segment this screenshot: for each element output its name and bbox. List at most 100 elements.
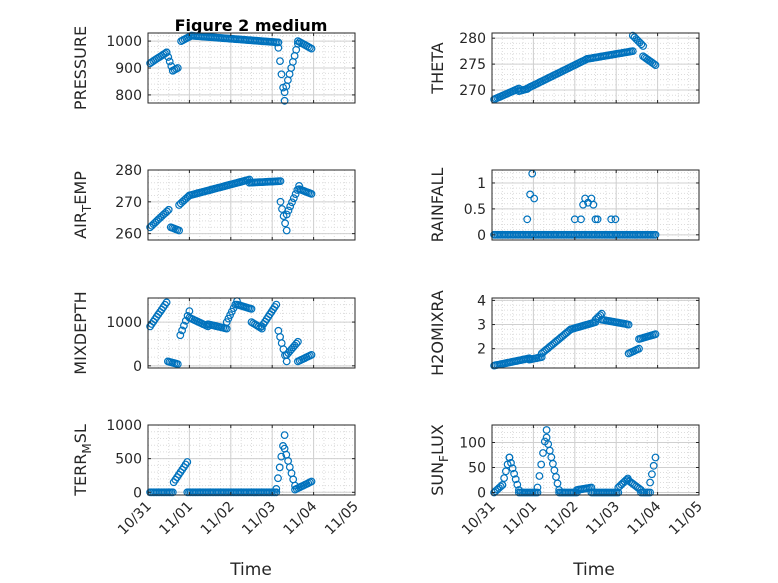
- data-point: [513, 480, 522, 489]
- data-point: [173, 360, 182, 369]
- subplot-sun-flux: 0 50 100 10/31 11/01 11/02 11/03 11/04 11/05 SUNF…: [428, 424, 706, 538]
- x-tick-label: 11/02: [542, 499, 582, 539]
- y-axis-label-terr-msl: TERRMSL: [71, 424, 94, 497]
- subplot-terr-msl: 0 500 1000 10/31 11/01 11/02 11/03 11/04 11/05 TE…: [71, 418, 362, 538]
- data-point: [537, 353, 546, 362]
- data-point: [176, 331, 185, 340]
- data-point: [274, 43, 283, 52]
- x-tick-label: 11/03: [239, 499, 279, 539]
- data-point: [276, 197, 285, 206]
- data-point: [276, 57, 284, 65]
- data-point: [649, 461, 658, 470]
- data-point: [274, 38, 283, 47]
- data-point: [500, 474, 509, 483]
- y-tick-label: 1: [477, 176, 486, 192]
- data-point: [498, 481, 507, 489]
- data-markers-h2omixra: [490, 309, 660, 370]
- y-tick-label: 280: [459, 31, 486, 47]
- y-axis-label-rainfall: RAINFALL: [428, 168, 447, 243]
- data-point: [307, 189, 316, 198]
- axes-box-terr-msl: [147, 424, 356, 496]
- y-tick-label: 900: [115, 61, 142, 77]
- data-point: [307, 44, 316, 53]
- data-point: [502, 467, 510, 476]
- data-point: [646, 488, 654, 497]
- plot-area-sun-flux: [492, 425, 699, 495]
- y-tick-label: 270: [459, 83, 486, 99]
- data-point: [276, 177, 285, 186]
- data-point: [247, 305, 256, 313]
- x-tick-label: 10/31: [115, 499, 155, 539]
- data-point: [530, 194, 539, 203]
- data-point: [294, 337, 302, 346]
- data-point: [163, 207, 171, 216]
- data-point: [258, 324, 266, 333]
- data-point: [307, 351, 316, 359]
- y-tick-label: 0: [477, 228, 486, 244]
- data-point: [277, 452, 286, 461]
- data-point: [173, 64, 182, 72]
- y-tick-label: 1000: [106, 34, 142, 50]
- data-point: [593, 215, 602, 224]
- x-tick-label: 10/31: [459, 499, 499, 539]
- figure-title: Figure 2 medium: [175, 16, 328, 35]
- data-markers-rainfall: [490, 169, 660, 239]
- x-tick-label: 11/05: [666, 499, 706, 539]
- y-axis-label-sun-flux: SUNFLUX: [428, 424, 451, 496]
- y-axis-label-h2omixra: H2OMIXRA: [428, 290, 447, 376]
- y-tick-label: 275: [459, 57, 486, 73]
- y-tick-label: 3: [477, 318, 486, 334]
- data-point: [289, 194, 298, 203]
- data-point: [539, 449, 547, 457]
- data-point: [526, 190, 534, 199]
- data-point: [591, 215, 600, 224]
- y-tick-label: 2: [477, 342, 486, 358]
- x-tick-label: 11/01: [156, 499, 196, 539]
- data-point: [611, 215, 620, 224]
- data-point: [165, 57, 174, 66]
- data-point: [507, 459, 515, 467]
- data-point: [168, 488, 177, 497]
- y-tick-label: 280: [115, 163, 142, 179]
- data-point: [651, 330, 660, 339]
- y-axis-label-pressure: PRESSURE: [71, 26, 90, 110]
- data-point: [496, 482, 505, 491]
- y-axis-label-mixdepth: MIXDEPTH: [71, 291, 90, 374]
- y-tick-label: 260: [115, 227, 142, 243]
- data-point: [281, 219, 290, 228]
- y-axis-label-air-temp: AIRTEMP: [71, 171, 94, 239]
- subplot-mixdepth: 0 1000 MIXDEPTH: [71, 291, 356, 375]
- x-tick-label: 11/04: [625, 498, 665, 538]
- x-tick-label: 11/05: [322, 499, 362, 539]
- data-point: [178, 326, 187, 335]
- data-point: [282, 210, 291, 219]
- data-point: [589, 200, 598, 209]
- y-tick-label: 50: [468, 461, 486, 477]
- data-point: [183, 458, 192, 466]
- data-point: [162, 48, 171, 57]
- subplot-rainfall: 0 0.5 1 RAINFALL: [428, 168, 700, 244]
- plot-area-terr-msl: [148, 425, 355, 495]
- data-point: [635, 344, 643, 353]
- data-point: [651, 453, 660, 462]
- y-tick-label: 800: [115, 88, 142, 104]
- data-point: [179, 321, 188, 330]
- data-point: [175, 226, 184, 235]
- x-tick-label: 11/03: [583, 499, 623, 539]
- y-tick-label: 0.5: [464, 202, 486, 218]
- data-point: [639, 42, 647, 50]
- data-point: [277, 70, 286, 79]
- data-point: [274, 474, 282, 483]
- data-markers-pressure: [146, 31, 316, 105]
- data-point: [288, 198, 296, 207]
- axes-box-air-temp: [147, 169, 356, 241]
- y-tick-label: 500: [115, 452, 142, 468]
- data-point: [164, 53, 173, 61]
- data-point: [628, 47, 637, 55]
- data-point: [537, 460, 546, 469]
- plot-area-rainfall: [492, 170, 699, 240]
- subplot-air-temp: 260 270 280 AIRTEMP: [71, 163, 356, 243]
- y-tick-label: 0: [477, 486, 486, 502]
- y-tick-label: 0: [133, 359, 142, 375]
